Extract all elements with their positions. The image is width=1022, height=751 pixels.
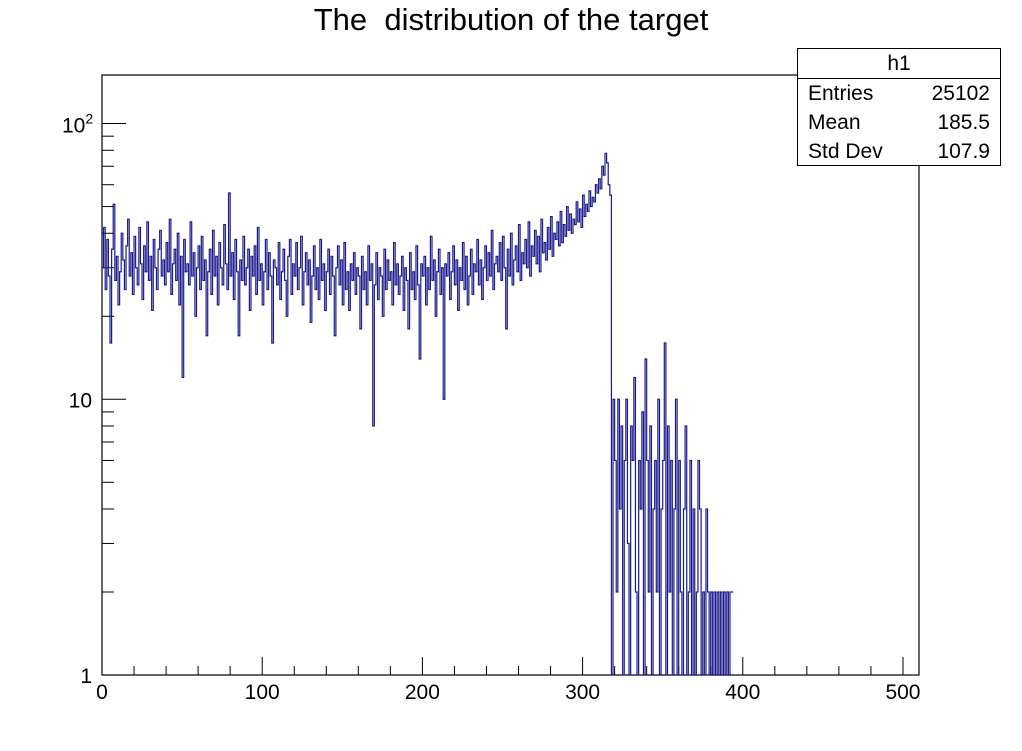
stats-row-mean: Mean 185.5 <box>798 108 1000 137</box>
x-tick-label: 400 <box>725 681 760 704</box>
stats-row-stddev: Std Dev 107.9 <box>798 137 1000 166</box>
y-tick-label: 102 <box>62 111 93 138</box>
x-tick-label: 300 <box>565 681 600 704</box>
stats-value: 185.5 <box>937 111 990 134</box>
stats-value: 25102 <box>931 82 990 105</box>
stats-label: Entries <box>808 82 874 105</box>
axis-tick-labels: 0 100 200 300 400 500 1 10 102 <box>62 111 921 704</box>
x-tick-label: 100 <box>245 681 280 704</box>
plot-frame <box>101 74 920 676</box>
stats-row-entries: Entries 25102 <box>798 79 1000 108</box>
axis-ticks <box>101 123 904 676</box>
histogram-series <box>102 152 734 676</box>
stats-box: h1 Entries 25102 Mean 185.5 Std Dev 107.… <box>797 48 1001 166</box>
x-tick-label: 0 <box>96 681 108 704</box>
x-tick-label: 200 <box>405 681 440 704</box>
chart-title: The distribution of the target <box>313 2 709 37</box>
x-tick-label: 500 <box>885 681 920 704</box>
stats-value: 107.9 <box>937 140 990 163</box>
stats-label: Mean <box>808 111 861 134</box>
y-tick-label: 10 <box>69 389 92 412</box>
y-tick-label: 1 <box>80 665 92 688</box>
stats-box-title: h1 <box>798 49 1000 79</box>
stats-label: Std Dev <box>808 140 883 163</box>
